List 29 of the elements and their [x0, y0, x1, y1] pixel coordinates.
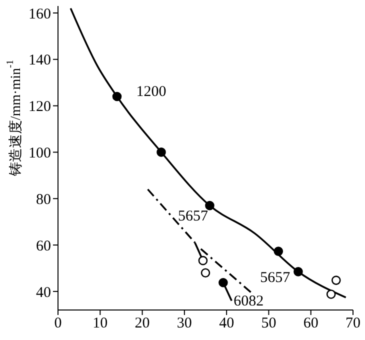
x-tick-label: 10 [92, 316, 108, 332]
y-tick-label: 100 [28, 146, 51, 162]
x-tick-label: 40 [219, 316, 234, 332]
point [156, 148, 166, 157]
series-label: 6082 [234, 294, 264, 310]
point [274, 246, 284, 256]
y-tick-label: 140 [28, 52, 51, 69]
y-tick-label: 80 [36, 192, 51, 208]
x-tick-label: 50 [261, 316, 276, 332]
point [198, 256, 208, 266]
point [200, 268, 210, 278]
y-tick-label: 40 [36, 284, 51, 301]
x-tick-label: 60 [303, 316, 318, 332]
y-tick-label: 60 [36, 238, 51, 254]
x-tick-label: 30 [176, 316, 192, 332]
x-tick-label: 0 [54, 316, 62, 332]
point [218, 278, 228, 288]
point [294, 267, 303, 276]
point [326, 290, 336, 299]
point [112, 92, 122, 102]
point [331, 276, 341, 285]
series-label: 5657 [260, 270, 291, 286]
y-tick-label: 120 [28, 99, 51, 116]
point [205, 200, 214, 210]
series-label: 1200 [136, 84, 166, 100]
series-label: 5657 [178, 208, 208, 225]
x-tick-label: 70 [346, 316, 360, 332]
x-tick-label: 20 [134, 316, 150, 332]
y-tick-label: 160 [28, 6, 51, 22]
